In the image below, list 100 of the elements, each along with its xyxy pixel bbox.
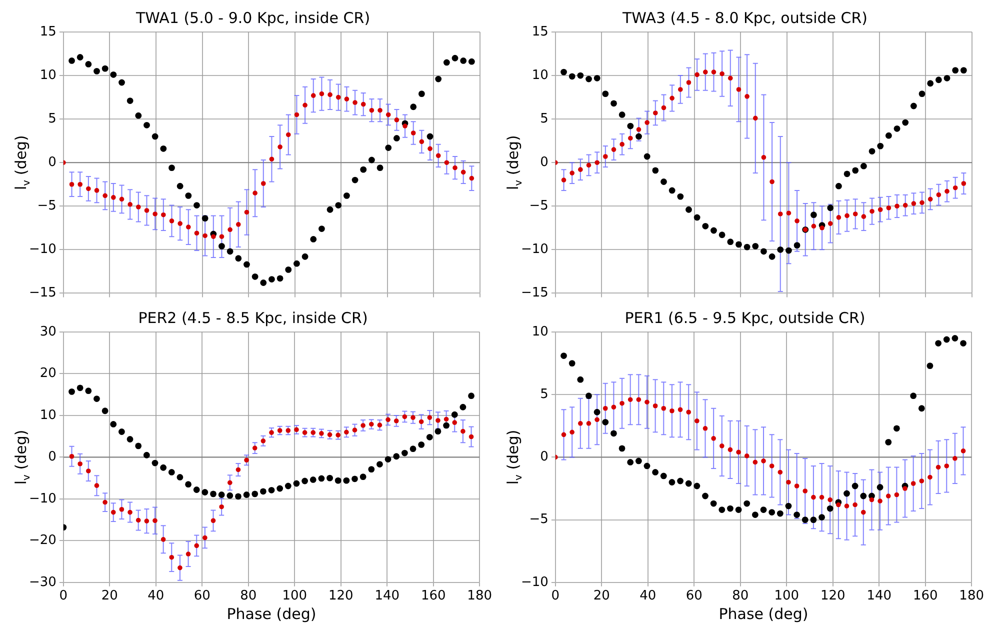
point xyxy=(376,461,383,468)
point xyxy=(102,408,108,414)
y-tick-label: −5 xyxy=(37,198,56,214)
point xyxy=(302,102,308,108)
y-tick-label: −15 xyxy=(28,286,56,301)
point xyxy=(118,79,125,86)
point xyxy=(618,112,626,118)
point xyxy=(394,418,399,424)
point xyxy=(360,166,367,173)
point xyxy=(228,227,232,232)
point xyxy=(686,206,692,213)
point xyxy=(627,459,634,466)
point xyxy=(360,423,366,428)
point xyxy=(827,204,834,212)
y-axis-title: lv (deg) xyxy=(12,430,33,485)
point xyxy=(302,430,308,435)
point xyxy=(176,474,184,480)
point xyxy=(910,392,917,400)
point xyxy=(652,167,659,174)
point xyxy=(936,464,941,470)
point xyxy=(86,468,91,474)
point xyxy=(236,222,241,227)
point xyxy=(235,255,242,262)
point xyxy=(352,100,358,105)
point xyxy=(394,118,400,122)
point xyxy=(943,336,950,343)
point xyxy=(444,160,450,165)
point xyxy=(893,425,900,432)
point xyxy=(920,200,924,206)
y-tick-label: 5 xyxy=(48,111,56,126)
point xyxy=(68,388,75,395)
chart-title: TWA3 (4.5 - 8.0 Kpc, outside CR) xyxy=(622,8,868,27)
y-tick-label: −15 xyxy=(520,286,548,301)
y-tick-label: 20 xyxy=(40,366,56,382)
point xyxy=(102,65,108,72)
point xyxy=(878,498,882,504)
point xyxy=(393,453,400,460)
point xyxy=(718,506,726,513)
point xyxy=(628,397,633,402)
point xyxy=(728,76,733,81)
point xyxy=(786,210,792,216)
point xyxy=(202,233,208,238)
point xyxy=(426,434,433,440)
x-tick-label: 20 xyxy=(593,588,610,604)
point xyxy=(418,90,425,98)
point xyxy=(820,226,824,230)
point xyxy=(385,144,392,151)
point xyxy=(952,456,958,461)
point xyxy=(110,510,116,515)
point xyxy=(677,478,684,484)
point xyxy=(94,483,100,488)
y-tick-label: 5 xyxy=(540,111,548,126)
point xyxy=(386,417,390,422)
y-tick-label: 10 xyxy=(40,408,56,423)
point xyxy=(294,260,300,267)
point xyxy=(460,428,466,434)
point xyxy=(752,116,758,121)
point xyxy=(436,153,441,158)
point xyxy=(952,185,958,190)
point xyxy=(611,404,616,410)
point xyxy=(336,94,341,100)
point xyxy=(136,518,141,523)
point xyxy=(428,146,432,152)
point xyxy=(427,415,432,420)
point xyxy=(136,204,141,210)
point xyxy=(144,122,150,128)
point xyxy=(620,142,624,147)
point xyxy=(728,447,733,452)
point xyxy=(376,164,384,172)
point xyxy=(210,518,216,524)
point xyxy=(469,176,474,181)
point xyxy=(226,248,234,255)
point xyxy=(894,492,900,498)
point xyxy=(276,275,284,282)
point xyxy=(836,215,842,220)
point xyxy=(918,405,925,412)
point xyxy=(786,480,791,485)
point xyxy=(844,504,850,508)
x-tick-label: 180 xyxy=(959,588,984,604)
point xyxy=(620,400,624,406)
point xyxy=(736,450,741,455)
point xyxy=(794,218,800,224)
point xyxy=(810,212,817,218)
point xyxy=(252,446,258,450)
point xyxy=(410,104,417,110)
point xyxy=(76,384,84,392)
point xyxy=(586,392,592,400)
point xyxy=(570,170,574,176)
point xyxy=(202,489,208,496)
point xyxy=(720,444,724,448)
point xyxy=(818,514,825,520)
point xyxy=(244,261,250,268)
point xyxy=(860,510,866,515)
x-tick-label: 0 xyxy=(59,588,68,604)
point xyxy=(670,408,674,414)
point xyxy=(368,422,374,427)
point xyxy=(468,392,474,400)
point xyxy=(244,458,249,463)
point xyxy=(452,54,458,62)
point xyxy=(352,428,358,432)
